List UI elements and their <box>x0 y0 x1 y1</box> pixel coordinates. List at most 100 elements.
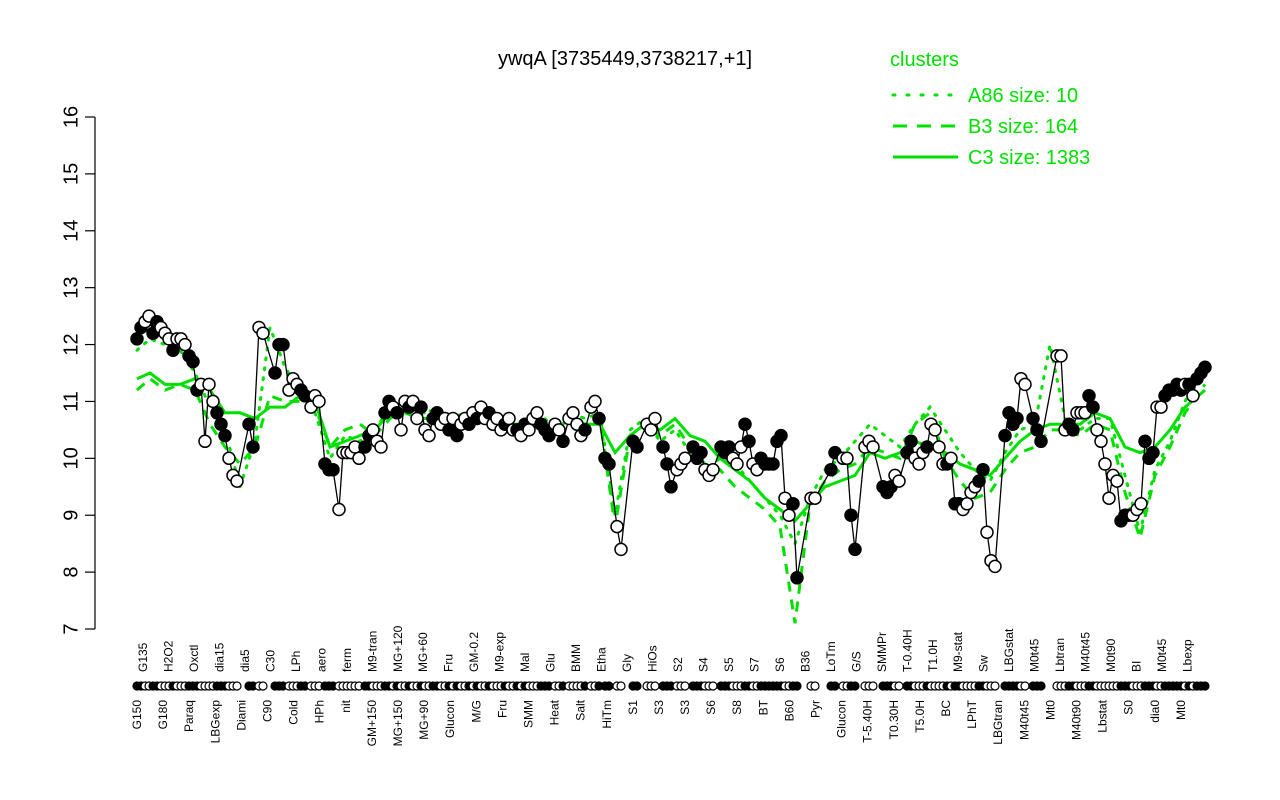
x-tick-label: dia0 <box>1148 700 1162 723</box>
x-tick-label: dia15 <box>212 642 226 672</box>
data-point <box>366 423 380 437</box>
x-tick-label: Glucon <box>835 700 849 738</box>
data-point <box>1154 400 1168 414</box>
x-tick-label: S6 <box>704 700 718 715</box>
data-point <box>186 354 200 369</box>
data-point <box>742 434 756 449</box>
x-tick-label: M9-tran <box>365 631 379 672</box>
x-tick-label: Oxctl <box>187 645 201 672</box>
data-point <box>1054 349 1068 363</box>
x-tick-label: M0t45 <box>1155 638 1169 672</box>
data-point <box>706 462 720 477</box>
y-tick-label: 9 <box>60 510 82 521</box>
x-tick-label: H2O2 <box>161 640 175 672</box>
data-point <box>730 457 744 471</box>
cluster-lines <box>135 326 1207 624</box>
legend-entry: B3 size: 164 <box>968 116 1078 138</box>
data-point <box>648 411 662 426</box>
x-tick-label: LPh <box>289 651 303 672</box>
x-tick-label: S2 <box>671 657 685 672</box>
x-tick-label: G/S <box>849 651 863 672</box>
x-axis-labels: G135 H2O2 Oxctl dia15 dia5 C30 LPh aero ferm M9-t… <box>130 625 1195 746</box>
data-point <box>678 451 692 466</box>
data-point <box>530 406 544 420</box>
x-tick-label: BI <box>1130 661 1144 672</box>
x-tick-label: M40t90 <box>1070 700 1084 740</box>
data-point <box>980 525 994 540</box>
data-point <box>422 428 436 443</box>
x-tick-label: Mt0 <box>1174 700 1188 720</box>
y-tick-label: 10 <box>60 447 82 469</box>
x-tick-label: LBGexp <box>208 700 222 744</box>
x-tick-label: Lbstat <box>1096 699 1110 732</box>
y-tick-label: 12 <box>60 333 82 355</box>
x-tick-label: aero <box>314 648 328 672</box>
data-point <box>246 440 260 454</box>
x-tick-label: HiOs <box>646 645 660 672</box>
x-tick-label: T-0.40H <box>900 629 914 672</box>
data-point <box>630 440 644 454</box>
x-tick-label: Sw <box>977 655 991 672</box>
x-tick-label: MG+120 <box>391 625 405 672</box>
x-tick-label: Glu <box>544 653 558 672</box>
data-point <box>1138 434 1152 449</box>
data-point <box>840 451 854 466</box>
data-point <box>904 434 918 449</box>
data-point <box>414 400 428 414</box>
x-tick-label: S4 <box>696 657 710 672</box>
data-point <box>256 326 270 340</box>
x-tick-label: M40t45 <box>1079 632 1093 672</box>
x-tick-label: ferm <box>340 648 354 672</box>
x-tick-label: LBGtran <box>991 700 1005 745</box>
data-point <box>268 366 282 380</box>
x-tick-label: Glucon <box>443 700 457 738</box>
cluster-line-dashed <box>136 376 1207 624</box>
x-tick-label: GM-0.2 <box>467 632 481 672</box>
y-tick-label: 11 <box>60 391 82 412</box>
x-tick-label: Fru <box>442 654 456 672</box>
x-tick-label: T0.30H <box>887 700 901 739</box>
data-point <box>450 428 464 443</box>
data-point <box>230 474 244 488</box>
data-point <box>774 428 788 443</box>
data-point <box>1110 474 1124 488</box>
data-point <box>866 440 880 454</box>
data-point <box>374 440 388 454</box>
x-tick-label: T-5.40H <box>861 700 875 743</box>
x-tick-label: M0t45 <box>1028 638 1042 672</box>
data-point <box>1066 423 1080 437</box>
data-point <box>1134 497 1148 511</box>
x-tick-label: BT <box>756 699 770 715</box>
data-point <box>202 377 216 392</box>
data-point <box>602 457 616 471</box>
data-point <box>542 428 556 443</box>
x-tick-label: LPhT <box>965 699 979 728</box>
data-point <box>912 457 926 471</box>
data-point <box>394 423 408 437</box>
x-tick-label: Lbexp <box>1181 639 1195 672</box>
data-point <box>932 440 946 454</box>
x-tick-label: B36 <box>798 650 812 672</box>
x-tick-label: C90 <box>260 700 274 722</box>
x-tick-label: S8 <box>730 700 744 715</box>
y-tick-label: 15 <box>60 163 82 185</box>
x-tick-label: S0 <box>1122 700 1136 715</box>
data-point <box>738 417 752 431</box>
x-tick-label: SMMPr <box>875 632 889 672</box>
x-tick-label: dia5 <box>238 649 252 672</box>
x-tick-label: C30 <box>263 650 277 672</box>
data-point <box>1082 389 1096 403</box>
chart-title: ywqA [3735449,3738217,+1] <box>498 48 752 70</box>
legend-entry: C3 size: 1383 <box>968 147 1090 169</box>
data-point <box>130 332 144 346</box>
x-tick-label: S7 <box>747 657 761 672</box>
legend: clusters A86 size: 10 B3 size: 164 C3 size… <box>890 49 1090 169</box>
x-tick-label: T5.0H <box>913 700 927 733</box>
data-point <box>848 542 862 557</box>
legend-entry: A86 size: 10 <box>968 85 1078 107</box>
x-tick-label: M9-exp <box>493 632 507 672</box>
data-point <box>410 411 424 426</box>
x-tick-label: HiTm <box>600 700 614 729</box>
data-point <box>1094 434 1108 449</box>
